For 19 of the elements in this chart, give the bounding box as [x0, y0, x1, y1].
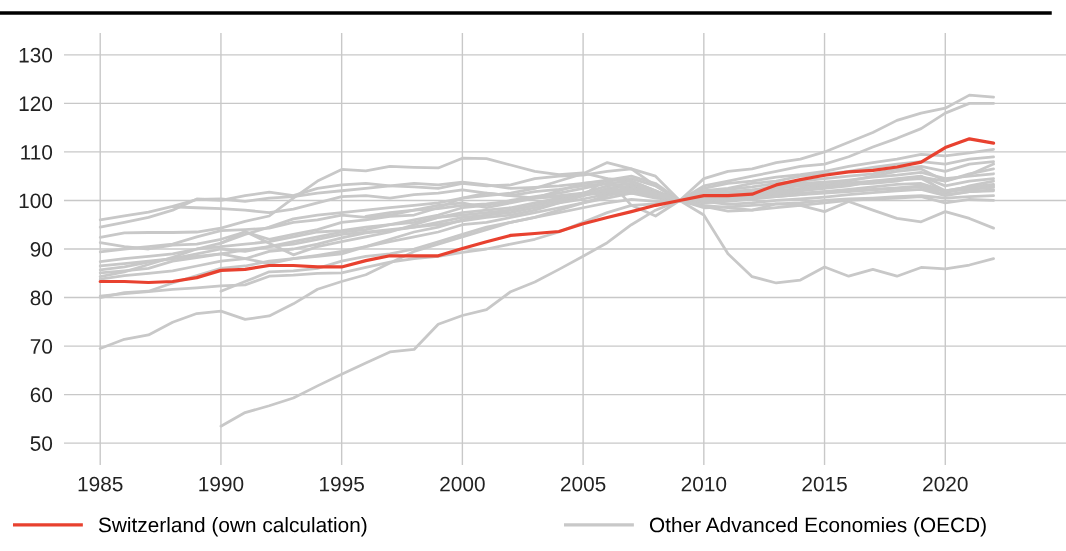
x-tick-label: 1985 — [78, 476, 123, 492]
y-tick-label: 110 — [21, 144, 53, 160]
y-tick-label: 130 — [19, 47, 53, 63]
legend-label: Switzerland (own calculation) — [98, 517, 367, 537]
y-tick-label: 120 — [19, 96, 53, 112]
x-tick-label: 1990 — [199, 476, 244, 492]
y-tick-label: 100 — [19, 193, 53, 209]
x-tick-label: 2005 — [560, 476, 606, 492]
legend-label: Other Advanced Economies (OECD) — [649, 517, 986, 537]
y-tick-label: 90 — [30, 242, 53, 257]
x-tick-label: 2000 — [440, 476, 485, 492]
x-tick-label: 2020 — [923, 476, 968, 492]
y-tick-label: 50 — [30, 436, 53, 451]
x-tick-label: 2010 — [681, 476, 727, 492]
y-tick-label: 70 — [30, 339, 53, 354]
y-tick-label: 60 — [30, 387, 53, 403]
x-tick-label: 1995 — [320, 476, 364, 492]
y-tick-label: 80 — [30, 290, 53, 306]
x-tick-label: 2015 — [802, 476, 847, 492]
